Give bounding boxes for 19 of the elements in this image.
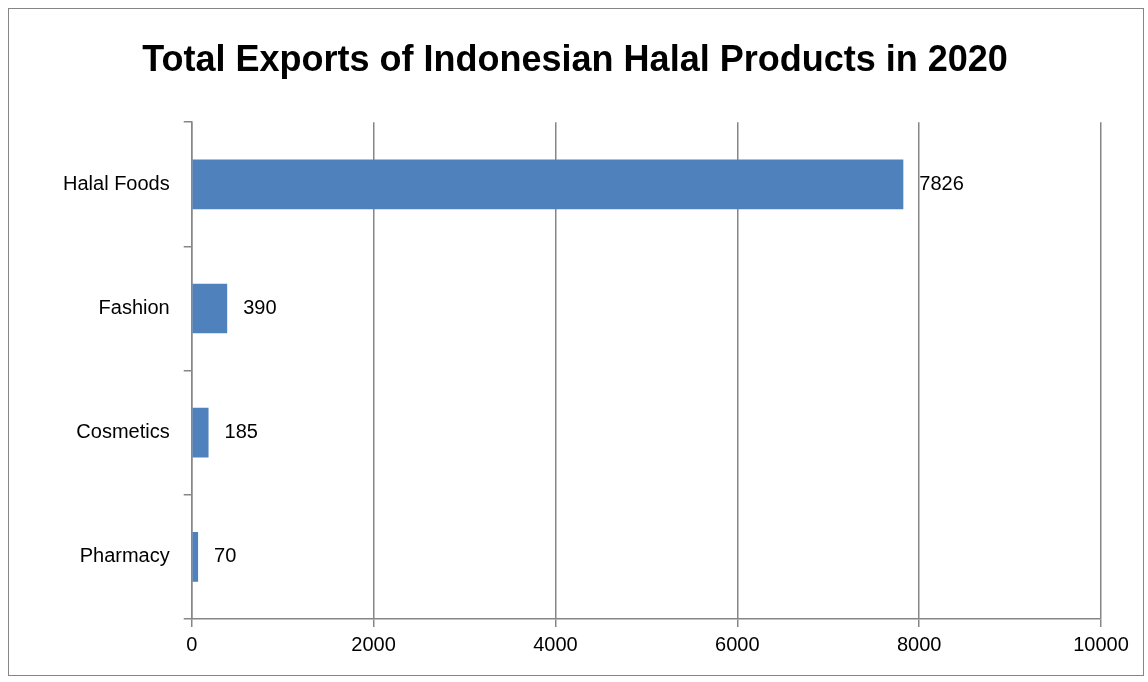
bar — [192, 407, 209, 458]
data-label: 7826 — [919, 171, 964, 194]
data-label: 70 — [214, 544, 237, 567]
x-tick-label: 0 — [186, 632, 198, 655]
x-tick-label: 4000 — [533, 632, 578, 655]
data-label: 390 — [243, 296, 277, 319]
bar — [192, 532, 199, 582]
chart-title: Total Exports of Indonesian Halal Products in 2020 — [142, 37, 1008, 79]
x-tick-label: 6000 — [715, 632, 760, 655]
x-tick-label: 2000 — [351, 632, 396, 655]
y-tick-label: Cosmetics — [76, 420, 170, 443]
bar — [192, 159, 904, 210]
x-tick-label: 10000 — [1073, 632, 1129, 655]
y-tick-label: Pharmacy — [79, 544, 170, 567]
x-tick-label: 8000 — [896, 632, 942, 655]
y-tick-label: Fashion — [98, 296, 170, 319]
bar — [192, 283, 228, 334]
data-label: 185 — [224, 420, 258, 443]
y-tick-label: Halal Foods — [63, 171, 170, 194]
